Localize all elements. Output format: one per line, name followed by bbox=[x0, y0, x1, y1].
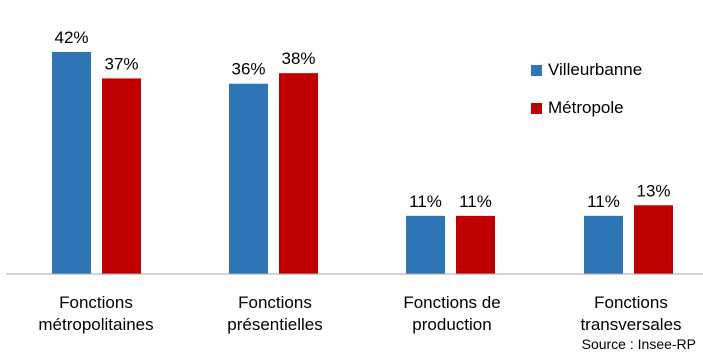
category-label-production: Fonctions de production bbox=[403, 293, 501, 334]
bar-villeurbanne-metropolitaines bbox=[52, 52, 91, 274]
legend-item-villeurbanne: Villeurbanne bbox=[531, 60, 642, 80]
legend-label-metropole: Métropole bbox=[548, 98, 624, 117]
category-label-presentielles: Fonctions présentielles bbox=[227, 293, 323, 334]
bar-villeurbanne-production bbox=[406, 215, 445, 274]
category-label-transversales: Fonctions transversales bbox=[580, 293, 682, 334]
legend-swatch-metropole bbox=[531, 102, 542, 114]
value-label-villeurbanne-production: 11% bbox=[409, 192, 442, 211]
value-label-metropole-presentielles: 38% bbox=[281, 49, 315, 68]
value-label-metropole-production: 11% bbox=[459, 192, 492, 211]
legend-label-villeurbanne: Villeurbanne bbox=[548, 60, 643, 79]
value-label-metropole-metropolitaines: 37% bbox=[104, 54, 138, 73]
value-label-metropole-transversales: 13% bbox=[636, 181, 670, 200]
legend-swatch-villeurbanne bbox=[531, 64, 542, 76]
bar-villeurbanne-transversales bbox=[584, 215, 623, 274]
bars-group bbox=[52, 52, 673, 275]
value-label-villeurbanne-metropolitaines: 42% bbox=[54, 28, 88, 47]
bar-metropole-presentielles bbox=[279, 73, 318, 275]
legend: Villeurbanne Métropole bbox=[531, 60, 642, 136]
source-note: Source : Insee-RP bbox=[581, 336, 696, 352]
category-label-metropolitaines: Fonctions métropolitaines bbox=[38, 293, 154, 334]
bar-metropole-metropolitaines bbox=[102, 78, 141, 274]
legend-item-metropole: Métropole bbox=[531, 98, 642, 118]
value-labels-group: 42% 36% 11% 11% 37% 38% 11% 13% bbox=[54, 28, 670, 211]
bar-villeurbanne-presentielles bbox=[229, 83, 268, 274]
bar-metropole-transversales bbox=[634, 205, 673, 274]
bar-metropole-production bbox=[456, 215, 495, 274]
value-label-villeurbanne-presentielles: 36% bbox=[231, 60, 265, 79]
value-label-villeurbanne-transversales: 11% bbox=[587, 192, 620, 211]
